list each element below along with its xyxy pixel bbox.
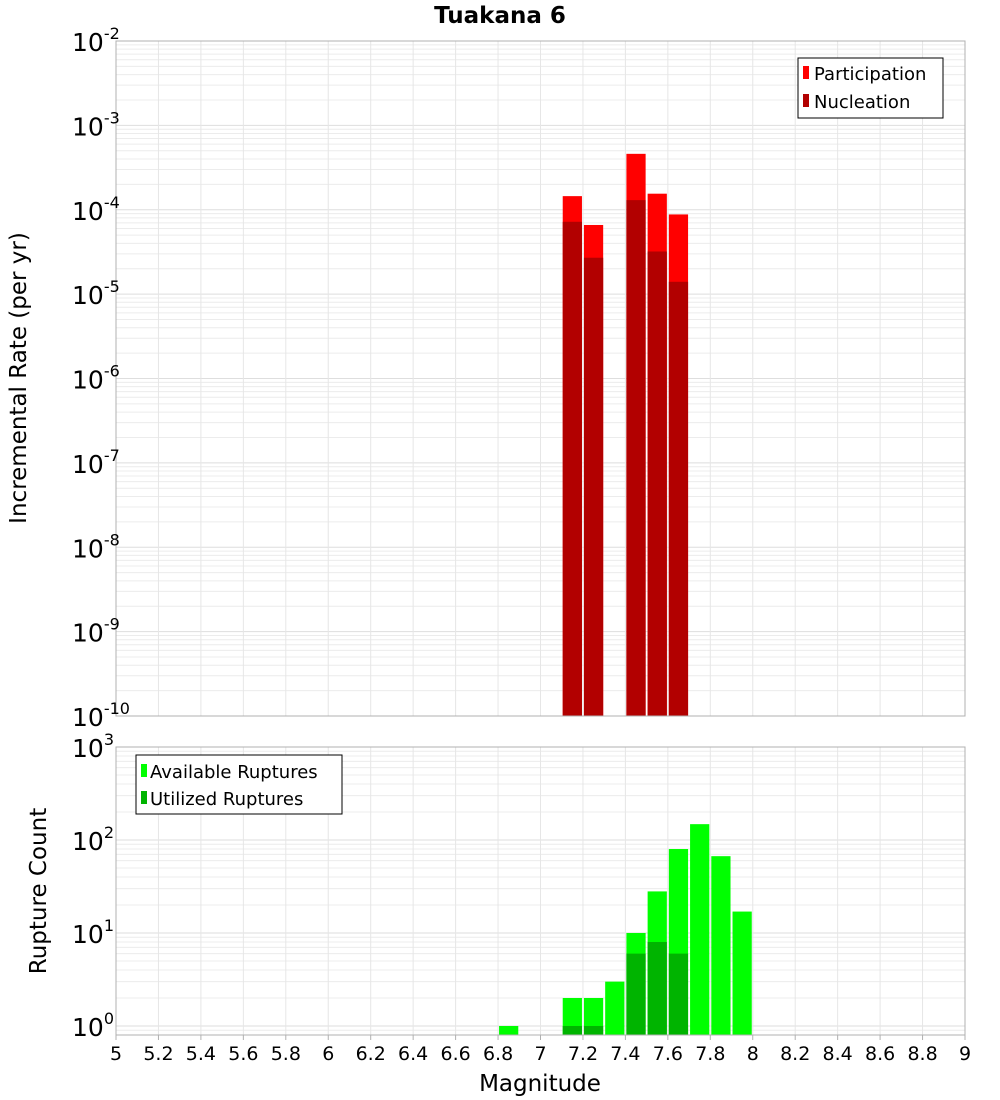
x-tick-label: 5.6	[228, 1043, 258, 1065]
bar-available-ruptures	[583, 997, 604, 1035]
count-legend-box	[135, 754, 343, 815]
x-tick-label: 8.4	[823, 1043, 853, 1065]
x-tick-label: 6.4	[398, 1043, 428, 1065]
y-tick-label: 10-2	[72, 24, 120, 57]
x-tick-label: 8.6	[865, 1043, 895, 1065]
count-y-ticks: 100 101 102 103	[72, 730, 114, 1042]
bar-nucleation	[626, 200, 646, 716]
y-tick-label: 10-4	[72, 193, 120, 226]
y-tick-label: 101	[72, 916, 114, 949]
bar-nucleation	[647, 251, 667, 716]
bar-available-ruptures	[690, 824, 710, 1035]
bar-available-ruptures	[732, 911, 752, 1035]
bar-available-ruptures	[562, 997, 582, 1035]
bar-utilized-ruptures	[562, 1025, 582, 1035]
rate-legend-box	[797, 57, 944, 119]
y-tick-label: 100	[72, 1009, 114, 1042]
bar-available-ruptures	[711, 856, 731, 1035]
y-tick-label: 103	[72, 730, 114, 763]
count-bars	[499, 824, 752, 1035]
count-y-axis-label: Rupture Count	[26, 808, 52, 974]
bar-available-ruptures	[499, 1025, 519, 1035]
count-legend: Available Ruptures Utilized Ruptures	[135, 754, 343, 815]
legend-swatch-utilized	[141, 791, 147, 804]
magnitude-x-ticks: 5 5.2 5.4 5.6 5.8 6 6.2 6.4 6.6 6.8 7 7.2 7.4 7.6 7.8 8…	[110, 1035, 971, 1065]
x-tick-label: 5.2	[143, 1043, 173, 1065]
legend-label-available: Available Ruptures	[150, 762, 318, 783]
legend-label-nucleation: Nucleation	[814, 92, 910, 113]
x-tick-label: 8.2	[780, 1043, 810, 1065]
chart-title: Tuakana 6	[434, 3, 566, 29]
rate-bars	[562, 153, 689, 717]
rate-panel: 10-10 10-9 10-8 10-7 10-6 10-5 10-4 10-3 10-2 In…	[6, 24, 966, 732]
x-tick-label: 6.8	[483, 1043, 513, 1065]
x-tick-label: 7.6	[653, 1043, 683, 1065]
x-tick-label: 5.8	[271, 1043, 301, 1065]
y-tick-label: 10-10	[72, 699, 130, 732]
x-tick-label: 7.4	[610, 1043, 640, 1065]
legend-swatch-participation	[803, 66, 809, 79]
x-tick-label: 9	[959, 1043, 971, 1065]
y-tick-label: 10-9	[72, 615, 120, 648]
bar-nucleation	[668, 281, 689, 716]
rate-legend: Participation Nucleation	[797, 57, 944, 119]
x-tick-label: 7.8	[695, 1043, 725, 1065]
x-tick-label: 5.4	[186, 1043, 216, 1065]
legend-label-participation: Participation	[814, 64, 926, 85]
bar-utilized-ruptures	[583, 1025, 604, 1035]
x-tick-label: 5	[110, 1043, 122, 1065]
rate-y-ticks: 10-10 10-9 10-8 10-7 10-6 10-5 10-4 10-3 10-2	[72, 24, 130, 732]
bar-available-ruptures	[605, 981, 625, 1035]
rate-plot-frame	[115, 40, 966, 717]
y-tick-label: 10-5	[72, 277, 120, 310]
count-panel: 100 101 102 103 5 5.2 5.4 5.6 5.8 6 6.2 6.4 6.6 6.8 7…	[26, 730, 971, 1097]
rate-y-axis-label: Incremental Rate (per yr)	[6, 232, 32, 524]
rate-grid	[116, 40, 965, 717]
bar-utilized-ruptures	[668, 953, 689, 1035]
bar-nucleation	[562, 221, 582, 716]
x-tick-label: 7.2	[568, 1043, 598, 1065]
x-tick-label: 6.6	[440, 1043, 470, 1065]
bar-nucleation	[583, 257, 604, 716]
x-axis-label: Magnitude	[479, 1071, 601, 1097]
x-tick-label: 8	[747, 1043, 759, 1065]
x-tick-label: 7	[534, 1043, 546, 1065]
legend-swatch-available	[141, 764, 147, 777]
bar-utilized-ruptures	[626, 953, 646, 1035]
legend-swatch-nucleation	[803, 94, 809, 107]
y-tick-label: 10-6	[72, 362, 120, 395]
bar-utilized-ruptures	[647, 942, 667, 1035]
x-tick-label: 6.2	[356, 1043, 386, 1065]
y-tick-label: 10-3	[72, 108, 120, 141]
y-tick-label: 10-8	[72, 530, 120, 563]
y-tick-label: 10-7	[72, 446, 120, 479]
legend-label-utilized: Utilized Ruptures	[150, 789, 303, 810]
x-tick-label: 8.8	[907, 1043, 937, 1065]
y-tick-label: 102	[72, 823, 114, 856]
x-tick-label: 6	[322, 1043, 334, 1065]
